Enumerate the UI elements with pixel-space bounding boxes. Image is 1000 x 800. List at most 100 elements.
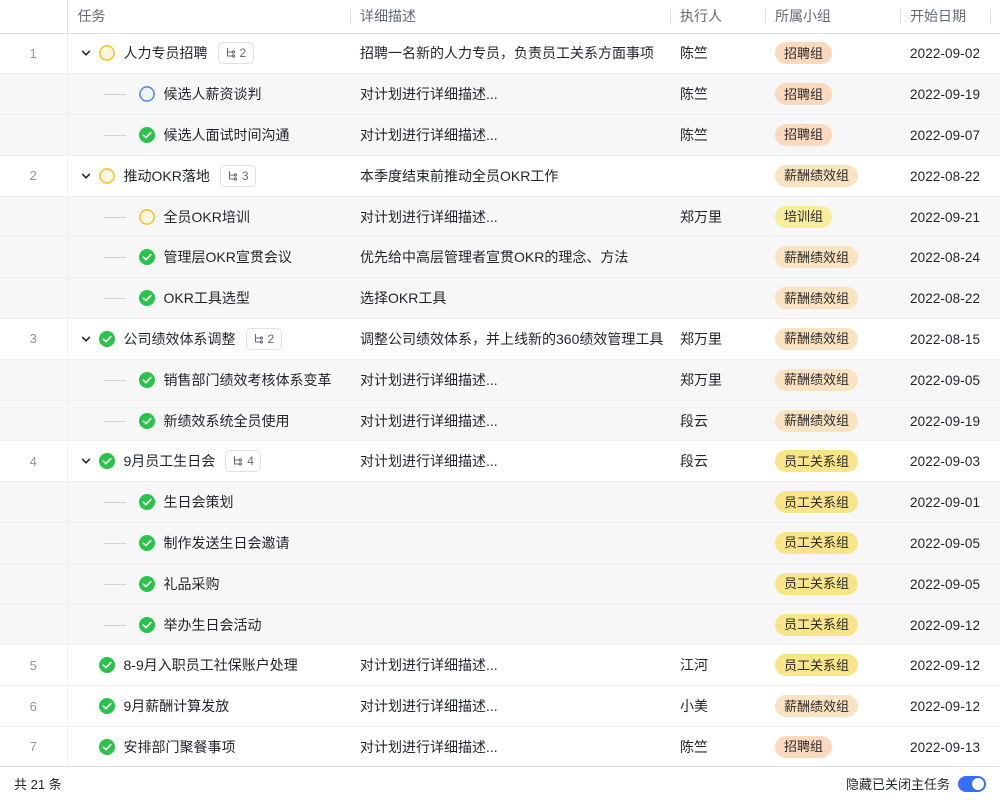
- owner-cell[interactable]: 江河: [670, 644, 765, 687]
- table-row[interactable]: 管理层OKR宣贯会议 优先给中高层管理者宣贯OKR的理念、方法 薪酬绩效组 2022-…: [0, 236, 1000, 279]
- owner-cell[interactable]: 陈竺: [670, 114, 765, 156]
- status-icon-todo[interactable]: [138, 86, 155, 103]
- expand-chevron-icon[interactable]: [77, 452, 95, 470]
- task-cell[interactable]: 推动OKR落地 3: [67, 155, 350, 197]
- owner-cell[interactable]: 段云: [670, 400, 765, 442]
- table-row[interactable]: 销售部门绩效考核体系变革 对计划进行详细描述... 郑万里 薪酬绩效组 2022-09-…: [0, 359, 1000, 401]
- date-cell[interactable]: 2022-09-12: [900, 685, 990, 728]
- group-cell[interactable]: 薪酬绩效组: [765, 277, 900, 320]
- description-cell[interactable]: 对计划进行详细描述...: [350, 726, 670, 766]
- description-cell[interactable]: 对计划进行详细描述...: [350, 196, 670, 238]
- owner-cell[interactable]: 郑万里: [670, 359, 765, 401]
- date-cell[interactable]: 2022-09-05: [900, 563, 990, 605]
- group-cell[interactable]: 培训组: [765, 196, 900, 238]
- group-cell[interactable]: 招聘组: [765, 726, 900, 766]
- task-cell[interactable]: 全员OKR培训: [67, 196, 350, 238]
- description-cell[interactable]: 本季度结束前推动全员OKR工作: [350, 155, 670, 197]
- owner-cell[interactable]: 小美: [670, 685, 765, 728]
- column-header-task[interactable]: 任务: [67, 0, 350, 34]
- description-cell[interactable]: [350, 604, 670, 646]
- description-cell[interactable]: 对计划进行详细描述...: [350, 644, 670, 687]
- status-icon-done[interactable]: [138, 494, 155, 511]
- group-cell[interactable]: 薪酬绩效组: [765, 400, 900, 442]
- group-cell[interactable]: 员工关系组: [765, 604, 900, 646]
- status-icon-done[interactable]: [138, 575, 155, 592]
- date-cell[interactable]: 2022-08-24: [900, 236, 990, 279]
- group-cell[interactable]: 招聘组: [765, 73, 900, 116]
- owner-cell[interactable]: [670, 277, 765, 320]
- table-row[interactable]: 4 9月员工生日会 4 对计划进行详细描述... 段云 员工关系组 2022-09-03: [0, 440, 1000, 483]
- table-row[interactable]: 新绩效系统全员使用 对计划进行详细描述... 段云 薪酬绩效组 2022-09-19: [0, 400, 1000, 442]
- table-scroll-region[interactable]: 任务 详细描述 执行人 所属小组 开始日期 1 人力专员招聘 2 招聘一名新的人力专员…: [0, 0, 1000, 766]
- status-icon-done[interactable]: [138, 412, 155, 429]
- task-cell[interactable]: 销售部门绩效考核体系变革: [67, 359, 350, 401]
- group-cell[interactable]: 员工关系组: [765, 522, 900, 564]
- status-icon-done[interactable]: [98, 453, 115, 470]
- group-cell[interactable]: 员工关系组: [765, 481, 900, 524]
- task-cell[interactable]: 人力专员招聘 2: [67, 33, 350, 75]
- task-cell[interactable]: 安排部门聚餐事项: [67, 726, 350, 766]
- date-cell[interactable]: 2022-09-13: [900, 726, 990, 766]
- description-cell[interactable]: 对计划进行详细描述...: [350, 440, 670, 483]
- task-cell[interactable]: 候选人薪资谈判: [67, 73, 350, 116]
- date-cell[interactable]: 2022-09-07: [900, 114, 990, 156]
- task-cell[interactable]: 制作发送生日会邀请: [67, 522, 350, 564]
- description-cell[interactable]: [350, 522, 670, 564]
- owner-cell[interactable]: [670, 563, 765, 605]
- status-icon-done[interactable]: [98, 738, 115, 755]
- table-row[interactable]: 生日会策划 员工关系组 2022-09-01: [0, 481, 1000, 524]
- group-cell[interactable]: 薪酬绩效组: [765, 359, 900, 401]
- description-cell[interactable]: 对计划进行详细描述...: [350, 114, 670, 156]
- column-header-group[interactable]: 所属小组: [765, 0, 900, 34]
- task-cell[interactable]: 公司绩效体系调整 2: [67, 318, 350, 360]
- status-icon-done[interactable]: [138, 616, 155, 633]
- owner-cell[interactable]: [670, 481, 765, 524]
- group-cell[interactable]: 薪酬绩效组: [765, 236, 900, 279]
- table-row[interactable]: 7 安排部门聚餐事项 对计划进行详细描述... 陈竺 招聘组 2022-09-13: [0, 726, 1000, 766]
- group-cell[interactable]: 薪酬绩效组: [765, 318, 900, 360]
- status-icon-pending[interactable]: [98, 45, 115, 62]
- task-cell[interactable]: 9月员工生日会 4: [67, 440, 350, 483]
- task-cell[interactable]: 礼品采购: [67, 563, 350, 605]
- description-cell[interactable]: 招聘一名新的人力专员，负责员工关系方面事项: [350, 33, 670, 75]
- owner-cell[interactable]: 郑万里: [670, 318, 765, 360]
- owner-cell[interactable]: 陈竺: [670, 33, 765, 75]
- description-cell[interactable]: 对计划进行详细描述...: [350, 359, 670, 401]
- status-icon-done[interactable]: [138, 371, 155, 388]
- table-row[interactable]: 6 9月薪酬计算发放 对计划进行详细描述... 小美 薪酬绩效组 2022-09-12: [0, 685, 1000, 728]
- date-cell[interactable]: 2022-09-03: [900, 440, 990, 483]
- group-cell[interactable]: 员工关系组: [765, 644, 900, 687]
- group-cell[interactable]: 招聘组: [765, 33, 900, 75]
- table-row[interactable]: 3 公司绩效体系调整 2 调整公司绩效体系，并上线新的360绩效管理工具 郑万里 薪酬绩效…: [0, 318, 1000, 360]
- owner-cell[interactable]: 陈竺: [670, 73, 765, 116]
- column-header-extra[interactable]: [990, 0, 1000, 34]
- date-cell[interactable]: 2022-09-19: [900, 73, 990, 116]
- date-cell[interactable]: 2022-09-01: [900, 481, 990, 524]
- date-cell[interactable]: 2022-09-05: [900, 359, 990, 401]
- column-header-date[interactable]: 开始日期: [900, 0, 990, 34]
- column-header-desc[interactable]: 详细描述: [350, 0, 670, 34]
- table-row[interactable]: 礼品采购 员工关系组 2022-09-05: [0, 563, 1000, 605]
- status-icon-done[interactable]: [138, 290, 155, 307]
- owner-cell[interactable]: [670, 236, 765, 279]
- table-row[interactable]: 1 人力专员招聘 2 招聘一名新的人力专员，负责员工关系方面事项 陈竺 招聘组 2022-0…: [0, 33, 1000, 75]
- owner-cell[interactable]: [670, 604, 765, 646]
- description-cell[interactable]: 对计划进行详细描述...: [350, 73, 670, 116]
- date-cell[interactable]: 2022-09-19: [900, 400, 990, 442]
- table-row[interactable]: 候选人面试时间沟通 对计划进行详细描述... 陈竺 招聘组 2022-09-07: [0, 114, 1000, 156]
- status-icon-pending[interactable]: [138, 208, 155, 225]
- task-cell[interactable]: 候选人面试时间沟通: [67, 114, 350, 156]
- status-icon-done[interactable]: [98, 698, 115, 715]
- description-cell[interactable]: [350, 481, 670, 524]
- date-cell[interactable]: 2022-09-12: [900, 604, 990, 646]
- description-cell[interactable]: 优先给中高层管理者宣贯OKR的理念、方法: [350, 236, 670, 279]
- status-icon-pending[interactable]: [98, 167, 115, 184]
- hide-closed-tasks-toggle[interactable]: [958, 775, 986, 792]
- description-cell[interactable]: [350, 563, 670, 605]
- table-row[interactable]: 5 8-9月入职员工社保账户处理 对计划进行详细描述... 江河 员工关系组 2022-0…: [0, 644, 1000, 687]
- task-cell[interactable]: OKR工具选型: [67, 277, 350, 320]
- description-cell[interactable]: 对计划进行详细描述...: [350, 400, 670, 442]
- subtask-count-badge[interactable]: 2: [245, 327, 282, 350]
- status-icon-done[interactable]: [98, 330, 115, 347]
- task-cell[interactable]: 生日会策划: [67, 481, 350, 524]
